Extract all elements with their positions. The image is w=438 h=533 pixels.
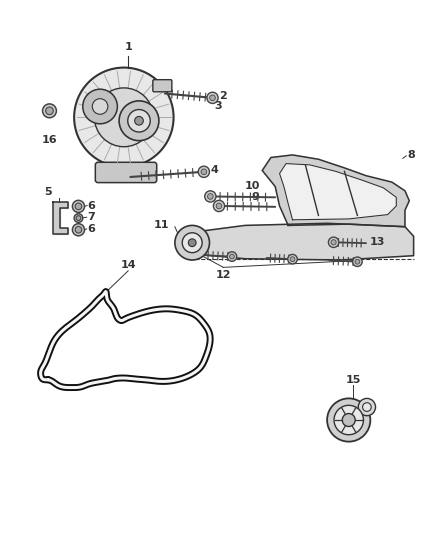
Text: 9: 9 [251,192,259,201]
Circle shape [353,257,362,266]
Text: 4: 4 [210,165,218,175]
Circle shape [213,200,225,212]
Circle shape [83,89,117,124]
Circle shape [358,398,375,416]
Circle shape [334,405,364,435]
Text: 6: 6 [88,224,95,234]
Circle shape [342,414,355,426]
Text: 15: 15 [346,375,361,384]
Text: 12: 12 [215,270,231,280]
Text: 7: 7 [88,212,95,222]
Text: 16: 16 [42,135,57,146]
Circle shape [290,257,295,262]
FancyBboxPatch shape [153,80,172,92]
Polygon shape [262,155,409,227]
Text: 10: 10 [245,181,260,191]
Circle shape [363,403,371,411]
Circle shape [210,95,215,101]
Circle shape [74,68,173,167]
Circle shape [198,166,209,177]
Circle shape [119,101,159,141]
Circle shape [134,116,143,125]
Text: 14: 14 [120,260,136,270]
Circle shape [72,224,85,236]
Circle shape [188,239,196,247]
Circle shape [74,214,83,222]
Circle shape [216,203,222,209]
Circle shape [76,216,81,221]
Circle shape [355,260,360,264]
Circle shape [331,240,336,245]
Circle shape [95,88,153,147]
Circle shape [46,107,53,115]
Circle shape [327,398,371,442]
Text: 3: 3 [215,101,223,111]
FancyBboxPatch shape [95,162,157,183]
Circle shape [205,191,216,202]
Text: 1: 1 [124,43,132,52]
Text: 11: 11 [154,221,169,230]
Circle shape [328,237,339,247]
Circle shape [182,233,202,253]
Circle shape [201,169,207,175]
Circle shape [227,252,237,261]
Circle shape [75,227,82,233]
Circle shape [75,203,82,209]
Polygon shape [53,201,67,234]
Text: 2: 2 [219,91,227,101]
Text: 6: 6 [88,200,95,211]
Text: 13: 13 [370,237,385,247]
Circle shape [92,99,108,114]
Polygon shape [279,164,396,220]
Text: 5: 5 [44,187,52,197]
Circle shape [208,193,213,199]
Circle shape [175,225,209,260]
Circle shape [42,104,57,118]
Circle shape [72,200,85,213]
Circle shape [128,109,150,132]
Text: 8: 8 [407,150,415,160]
Circle shape [230,254,234,259]
Polygon shape [189,223,413,260]
Circle shape [207,92,218,103]
Circle shape [288,254,297,264]
